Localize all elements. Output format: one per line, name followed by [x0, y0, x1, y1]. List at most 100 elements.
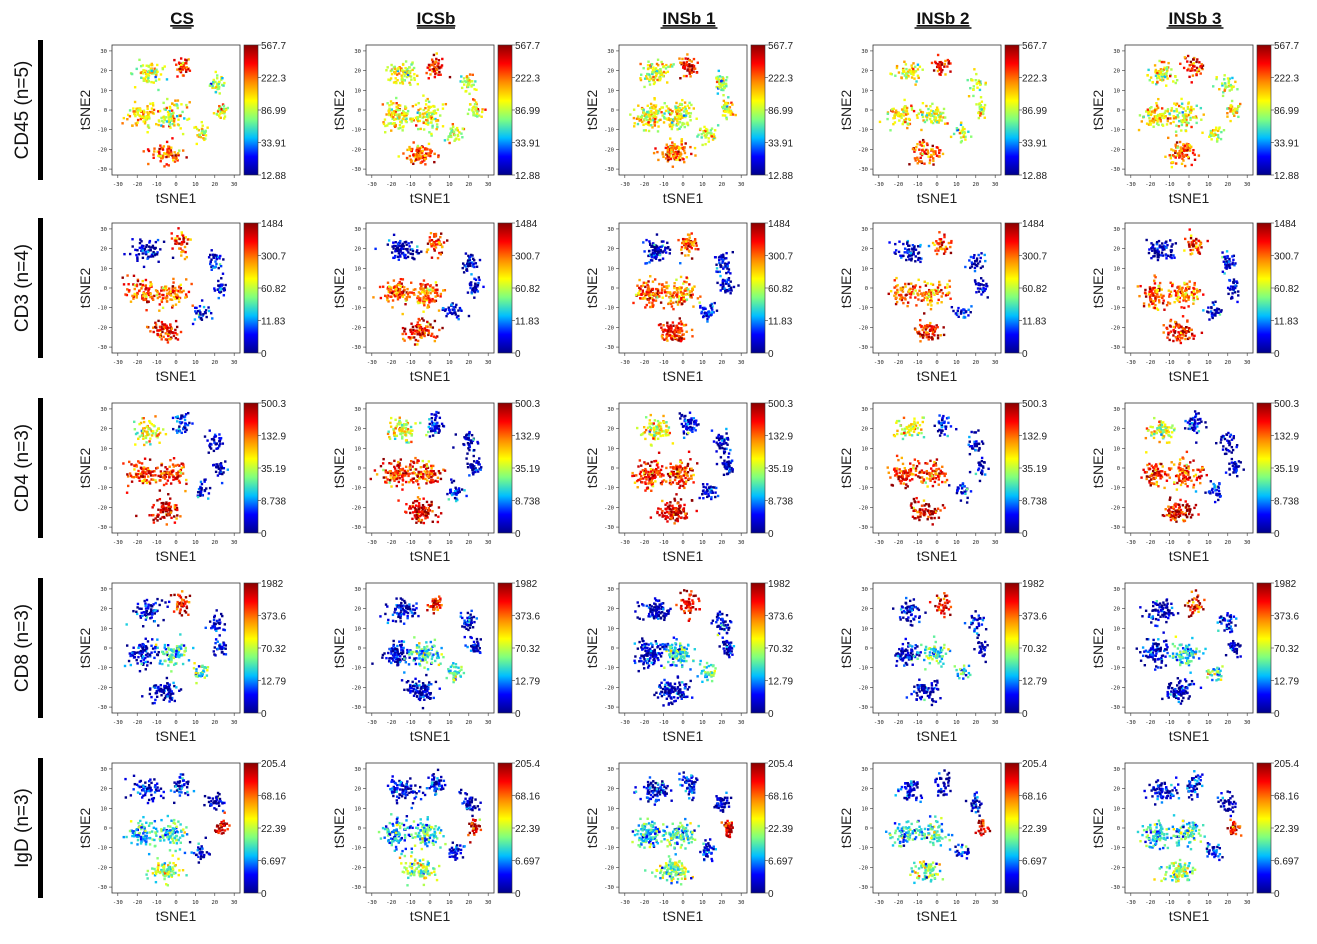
- data-point: [162, 121, 165, 124]
- data-point: [695, 71, 699, 74]
- data-point: [161, 306, 165, 310]
- data-point: [904, 298, 907, 301]
- data-point: [198, 309, 201, 312]
- data-point: [1137, 128, 1141, 132]
- data-point: [664, 251, 668, 254]
- data-point: [972, 256, 975, 260]
- data-point: [1176, 115, 1179, 118]
- data-point: [176, 75, 179, 78]
- data-point: [660, 60, 663, 64]
- data-point: [402, 111, 406, 114]
- data-point: [904, 113, 908, 116]
- data-point: [169, 126, 172, 129]
- data-point: [1168, 112, 1171, 115]
- x-tick-label: -10: [152, 360, 162, 366]
- data-point: [1166, 110, 1169, 113]
- data-point: [142, 72, 145, 75]
- data-point: [179, 57, 183, 60]
- data-point: [711, 138, 715, 141]
- data-point: [1237, 115, 1240, 119]
- data-point: [171, 287, 174, 291]
- data-point: [676, 303, 680, 306]
- y-tick-label: 30: [354, 49, 361, 55]
- data-point: [984, 259, 987, 263]
- data-point: [656, 120, 659, 124]
- data-point: [451, 125, 455, 128]
- data-point: [664, 117, 667, 120]
- data-point: [143, 69, 146, 73]
- data-point: [669, 151, 673, 154]
- data-point: [121, 122, 124, 125]
- data-point: [178, 242, 181, 245]
- data-point: [134, 248, 137, 252]
- data-point: [165, 288, 169, 292]
- data-point: [223, 115, 227, 118]
- colorbar-label: 12.88: [261, 171, 286, 182]
- data-point: [423, 301, 426, 305]
- data-point: [480, 110, 484, 114]
- data-point: [144, 118, 148, 121]
- data-point: [1199, 72, 1202, 75]
- data-point: [1189, 118, 1192, 121]
- data-point: [674, 105, 677, 108]
- data-point: [944, 73, 947, 76]
- data-point: [934, 108, 938, 112]
- data-point: [179, 69, 182, 72]
- data-point: [126, 113, 130, 117]
- data-point: [672, 63, 675, 66]
- data-point: [190, 282, 193, 286]
- data-point: [403, 286, 406, 289]
- data-point: [177, 297, 181, 300]
- data-point: [657, 125, 660, 128]
- data-point: [649, 66, 652, 69]
- colorbar: [497, 222, 513, 354]
- data-point: [914, 69, 917, 73]
- data-point: [394, 77, 397, 80]
- data-point: [176, 338, 180, 341]
- data-point: [1156, 71, 1159, 75]
- data-point: [436, 256, 440, 260]
- data-point: [894, 249, 898, 252]
- colorbar-label: 11.83: [1022, 317, 1047, 328]
- data-point: [429, 151, 432, 155]
- data-point: [922, 333, 925, 337]
- data-point: [669, 296, 672, 300]
- data-point: [418, 147, 421, 150]
- data-point: [703, 125, 706, 129]
- data-point: [903, 119, 906, 122]
- data-point: [168, 105, 172, 109]
- data-point: [690, 71, 693, 74]
- data-point: [1190, 145, 1193, 149]
- data-point: [430, 332, 434, 336]
- data-point: [142, 150, 145, 153]
- data-point: [416, 119, 420, 123]
- data-point: [666, 70, 669, 74]
- data-point: [688, 64, 691, 68]
- data-point: [176, 159, 179, 162]
- data-point: [905, 110, 909, 113]
- data-point: [1174, 143, 1177, 146]
- data-point: [1164, 155, 1167, 158]
- data-point: [1165, 257, 1168, 260]
- data-point: [475, 112, 479, 116]
- data-point: [434, 111, 438, 115]
- data-point: [1160, 107, 1164, 110]
- data-point: [466, 84, 469, 87]
- data-point: [938, 231, 941, 234]
- data-point: [633, 122, 636, 125]
- data-point: [221, 77, 224, 80]
- data-point: [392, 233, 396, 237]
- data-point: [147, 65, 150, 68]
- data-point: [923, 120, 927, 124]
- data-point: [961, 126, 965, 129]
- data-point: [151, 244, 155, 248]
- data-point: [427, 331, 431, 335]
- data-point: [715, 77, 718, 80]
- data-point: [1184, 109, 1187, 113]
- data-point: [161, 330, 164, 334]
- data-point: [156, 291, 159, 294]
- data-point: [656, 130, 660, 133]
- data-point: [140, 244, 144, 247]
- data-point: [679, 288, 682, 292]
- data-point: [667, 117, 670, 120]
